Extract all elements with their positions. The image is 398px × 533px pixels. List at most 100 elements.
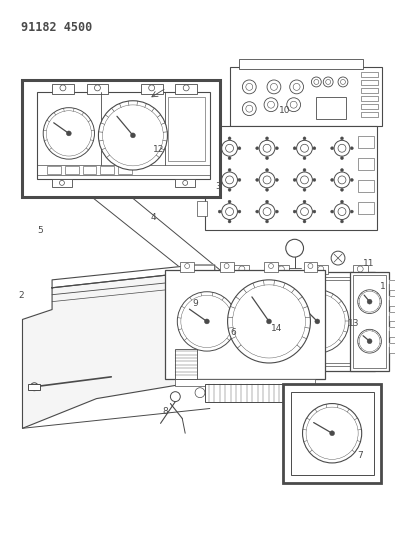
Circle shape: [303, 220, 306, 223]
Circle shape: [265, 200, 269, 203]
Circle shape: [334, 172, 350, 188]
Circle shape: [313, 147, 316, 150]
Circle shape: [341, 79, 345, 84]
Circle shape: [60, 85, 66, 91]
Circle shape: [318, 266, 324, 272]
Circle shape: [297, 140, 312, 156]
Bar: [316, 97, 346, 118]
Bar: [291, 392, 374, 475]
Circle shape: [302, 403, 362, 463]
Circle shape: [331, 210, 334, 213]
Circle shape: [256, 147, 259, 150]
Circle shape: [303, 188, 306, 191]
Circle shape: [350, 179, 353, 181]
Bar: [274, 280, 361, 363]
Text: 5: 5: [37, 226, 43, 235]
Bar: [389, 296, 398, 305]
Bar: [176, 179, 195, 187]
Bar: [100, 166, 114, 174]
Circle shape: [341, 157, 343, 159]
Bar: [274, 265, 289, 274]
Bar: [52, 179, 72, 187]
Circle shape: [205, 319, 209, 324]
Text: 7: 7: [357, 451, 363, 460]
Text: 13: 13: [348, 319, 360, 328]
Circle shape: [357, 266, 363, 272]
Circle shape: [267, 319, 271, 324]
Circle shape: [238, 147, 241, 150]
Circle shape: [358, 329, 381, 353]
Circle shape: [271, 84, 277, 91]
Circle shape: [313, 210, 316, 213]
Circle shape: [94, 85, 100, 91]
Circle shape: [300, 144, 308, 152]
Circle shape: [224, 263, 229, 269]
Bar: [37, 165, 210, 175]
Circle shape: [30, 383, 38, 391]
Circle shape: [331, 251, 345, 265]
Circle shape: [195, 387, 205, 398]
Circle shape: [259, 204, 275, 220]
Bar: [176, 349, 197, 379]
Bar: [361, 72, 378, 77]
Circle shape: [278, 266, 284, 272]
Circle shape: [218, 210, 221, 213]
Circle shape: [313, 179, 316, 181]
Circle shape: [341, 137, 343, 140]
Text: 10: 10: [279, 107, 290, 116]
Text: 2: 2: [19, 291, 24, 300]
Bar: [220, 277, 370, 366]
Bar: [87, 84, 108, 94]
Bar: [350, 272, 389, 371]
Circle shape: [341, 188, 343, 191]
Circle shape: [59, 180, 64, 185]
Bar: [358, 136, 374, 148]
Circle shape: [228, 280, 310, 363]
Bar: [220, 262, 234, 272]
Bar: [313, 265, 328, 274]
Circle shape: [287, 98, 300, 111]
Circle shape: [303, 137, 306, 140]
Bar: [197, 171, 207, 186]
Circle shape: [228, 220, 231, 223]
Circle shape: [263, 176, 271, 184]
Bar: [166, 270, 325, 379]
Text: 12: 12: [153, 145, 165, 154]
Circle shape: [238, 210, 241, 213]
Circle shape: [265, 157, 269, 159]
Text: 1: 1: [380, 282, 386, 291]
Polygon shape: [23, 272, 215, 429]
Circle shape: [246, 84, 253, 91]
Text: 3: 3: [215, 182, 221, 191]
Circle shape: [341, 200, 343, 203]
Circle shape: [263, 144, 271, 152]
Bar: [168, 97, 205, 161]
Circle shape: [131, 133, 135, 138]
Circle shape: [149, 85, 155, 91]
Circle shape: [228, 157, 231, 159]
Circle shape: [256, 179, 259, 181]
Circle shape: [293, 147, 296, 150]
Circle shape: [218, 147, 221, 150]
Circle shape: [300, 176, 308, 184]
Circle shape: [98, 101, 168, 170]
Bar: [230, 67, 382, 126]
Circle shape: [334, 204, 350, 220]
Bar: [197, 141, 207, 156]
Bar: [176, 379, 315, 386]
Bar: [205, 126, 377, 230]
Bar: [47, 166, 61, 174]
Circle shape: [222, 140, 238, 156]
Circle shape: [290, 80, 304, 94]
Bar: [361, 111, 378, 117]
Circle shape: [267, 101, 275, 108]
Circle shape: [256, 210, 259, 213]
Text: 91182 4500: 91182 4500: [21, 21, 92, 34]
Circle shape: [263, 208, 271, 215]
Bar: [180, 262, 194, 272]
Text: 11: 11: [363, 260, 374, 268]
Bar: [37, 92, 210, 179]
Circle shape: [338, 144, 346, 152]
Bar: [304, 262, 317, 272]
Circle shape: [303, 200, 306, 203]
